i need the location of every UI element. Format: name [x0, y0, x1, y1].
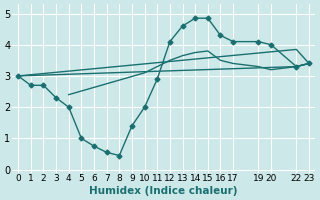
- X-axis label: Humidex (Indice chaleur): Humidex (Indice chaleur): [89, 186, 238, 196]
